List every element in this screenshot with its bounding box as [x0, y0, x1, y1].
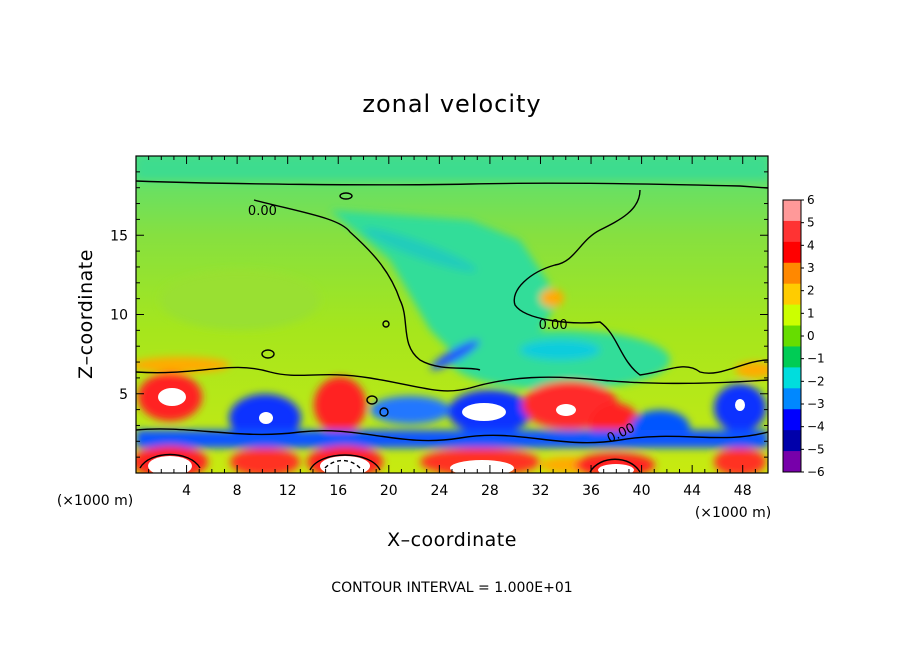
- core-white-i: [598, 464, 634, 473]
- colorbar-label: 2: [807, 284, 815, 298]
- colorbar-label: −6: [807, 465, 825, 479]
- colorbar-swatch: [783, 367, 801, 389]
- contour-upper: [136, 180, 768, 189]
- field-blue-streak: [430, 340, 480, 370]
- x-tick-label: 40: [633, 483, 651, 499]
- colorbar: 6 5 4 3 2 1 0 −1 −2 −3 −4 −5 −6: [782, 193, 825, 479]
- colorbar-label: −5: [807, 442, 825, 456]
- x-tick-label: 8: [233, 483, 242, 499]
- colorbar-label: −4: [807, 420, 825, 434]
- y-axis-title: Z–coordinate: [75, 249, 97, 379]
- x-tick-label: 4: [182, 483, 191, 499]
- field-left-green: [160, 270, 320, 330]
- contour-interval-note: CONTOUR INTERVAL = 1.000E+01: [331, 580, 572, 596]
- x-unit-label-right: (×1000 m): [695, 505, 771, 521]
- colorbar-label: 0: [807, 329, 815, 343]
- core-white-b: [462, 403, 506, 421]
- contour-label: 0.00: [539, 318, 568, 333]
- contour-ring-c: [379, 407, 389, 417]
- colorbar-swatch: [783, 325, 801, 347]
- core-white-g: [320, 456, 370, 473]
- core-white-e: [735, 399, 745, 411]
- colorbar-swatch: [783, 241, 801, 264]
- field-yellow-spot: [540, 289, 564, 307]
- core-white-c: [259, 412, 273, 424]
- x-axis-title: X–coordinate: [387, 529, 517, 551]
- colorbar-label: 5: [807, 216, 815, 230]
- field-bottom-red-e: [575, 453, 655, 473]
- colorbar-swatch: [783, 283, 801, 306]
- x-tick-label: 12: [279, 483, 297, 499]
- contour-ring-d: [339, 192, 353, 200]
- contour-ring-e: [382, 320, 390, 328]
- contour-right: [513, 189, 768, 376]
- core-white-h: [450, 460, 514, 473]
- zero-contours: [136, 180, 768, 473]
- field-cyan-wedge: [330, 210, 560, 370]
- x-tick-label: 20: [380, 483, 398, 499]
- y-tick-label: 5: [119, 387, 128, 403]
- y-tick-label: 10: [110, 308, 128, 324]
- field-bottom-red-b: [230, 448, 300, 473]
- colorbar-swatch: [783, 451, 801, 473]
- field-cyan-patch: [520, 340, 600, 360]
- colorbar-label: 3: [807, 261, 815, 275]
- contour-lower-ridge: [136, 428, 768, 444]
- field-blue-cell-b: [370, 396, 450, 424]
- plot-area: 0.000.000.00: [136, 156, 768, 473]
- x-unit-label-left: (×1000 m): [57, 493, 133, 509]
- colorbar-label: −3: [807, 397, 825, 411]
- field-bottom-red-f: [714, 448, 766, 473]
- contour-label: 0.00: [248, 204, 277, 219]
- core-white-d: [556, 404, 576, 416]
- colorbar-swatch: [783, 262, 801, 285]
- colorbar-swatch: [783, 200, 801, 222]
- colorbar-label: 6: [807, 193, 815, 207]
- x-tick-label: 32: [532, 483, 550, 499]
- contour-dashed: [324, 459, 361, 469]
- colorbar-swatch: [783, 304, 801, 327]
- colorbar-swatch: [783, 409, 801, 431]
- core-white-a: [158, 388, 186, 406]
- y-axis-ticks: 5 10 15: [110, 171, 768, 458]
- x-axis-ticks: 4 8 12 16 20 24 28 32 36 40 44 48: [148, 156, 756, 499]
- contour-ring-a: [261, 349, 275, 359]
- contour-lower-band: [136, 366, 768, 392]
- contour-divide: [253, 199, 481, 371]
- core-white-f: [148, 456, 192, 473]
- colorbar-label: −2: [807, 374, 825, 388]
- x-tick-label: 44: [683, 483, 701, 499]
- colorbar-label: 4: [807, 238, 815, 252]
- colorbar-swatch: [783, 430, 801, 452]
- x-tick-label: 48: [734, 483, 752, 499]
- x-tick-label: 16: [329, 483, 347, 499]
- x-tick-label: 36: [582, 483, 600, 499]
- colorbar-swatch: [783, 388, 801, 410]
- saturated-cores: [148, 388, 745, 473]
- x-tick-label: 28: [481, 483, 499, 499]
- x-tick-label: 24: [430, 483, 448, 499]
- field-red-cell-b: [314, 377, 366, 433]
- colorbar-swatch: [783, 346, 801, 368]
- field-orange-right: [735, 362, 768, 378]
- contour-bottom-cells: [139, 453, 641, 473]
- field-cyan-streak: [363, 228, 477, 272]
- colorbar-swatch: [783, 220, 801, 243]
- contour-ring-b: [366, 395, 378, 405]
- y-tick-label: 15: [110, 228, 128, 244]
- colorbar-label: −1: [807, 352, 825, 366]
- chart-title: zonal velocity: [362, 90, 541, 118]
- colorbar-label: 1: [807, 306, 815, 320]
- field-orange-band: [136, 357, 230, 373]
